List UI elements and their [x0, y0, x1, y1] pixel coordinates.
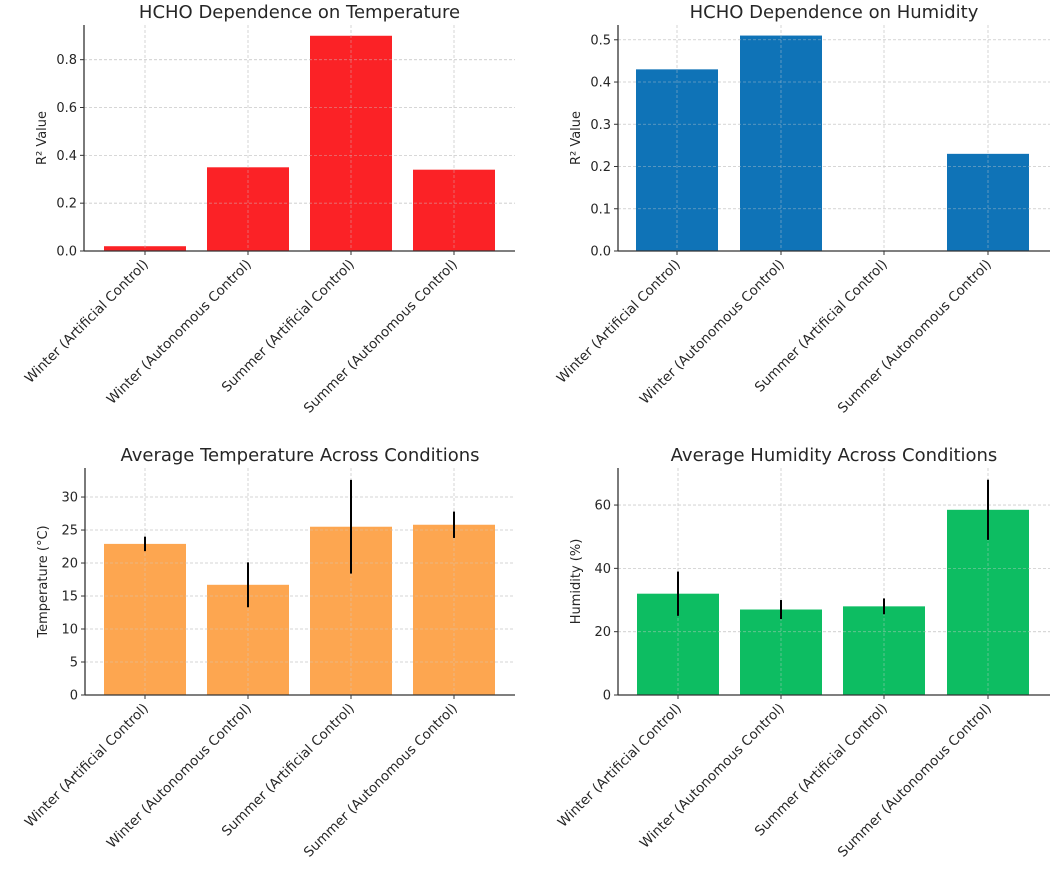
x-tick-label: Winter (Artificial Control): [554, 257, 684, 387]
chart-title: Average Temperature Across Conditions: [120, 445, 479, 466]
y-axis-label: R² Value: [569, 111, 584, 165]
y-tick-label: 25: [61, 524, 78, 539]
y-tick-label: 20: [61, 557, 78, 572]
y-tick-label: 60: [594, 499, 611, 514]
chart-title: Average Humidity Across Conditions: [671, 445, 998, 466]
bar: [310, 35, 392, 252]
y-tick-label: 0: [70, 689, 78, 704]
y-tick-label: 30: [61, 491, 78, 506]
y-axis-label: Humidity (%): [569, 539, 584, 625]
y-tick-label: 0.4: [590, 76, 611, 91]
y-tick-label: 0.5: [590, 33, 611, 48]
y-tick-label: 10: [61, 623, 78, 638]
y-tick-label: 0: [603, 689, 611, 704]
bar: [207, 167, 289, 251]
chart-title: HCHO Dependence on Temperature: [139, 2, 460, 23]
y-tick-label: 5: [70, 656, 78, 671]
y-tick-label: 0.2: [56, 197, 77, 212]
y-tick-label: 0.0: [56, 245, 77, 260]
y-axis-label: R² Value: [35, 111, 50, 165]
y-axis-label: Temperature (°C): [36, 525, 51, 638]
y-tick-label: 40: [594, 562, 611, 577]
bar: [104, 246, 186, 251]
y-tick-label: 20: [594, 625, 611, 640]
y-tick-label: 0.8: [56, 53, 77, 68]
y-tick-label: 0.2: [590, 160, 611, 175]
chart-title: HCHO Dependence on Humidity: [690, 2, 979, 23]
y-tick-label: 0.4: [56, 149, 77, 164]
y-tick-label: 0.1: [590, 202, 611, 217]
y-tick-label: 15: [61, 590, 78, 605]
y-tick-label: 0.3: [590, 118, 611, 133]
y-tick-label: 0.6: [56, 101, 77, 116]
y-tick-label: 0.0: [590, 245, 611, 260]
bar: [740, 609, 822, 695]
subplot-2: 0.0 0.1 0.2 0.3 0.4 0.5 Winter (Artificial Con…: [554, 2, 1050, 417]
